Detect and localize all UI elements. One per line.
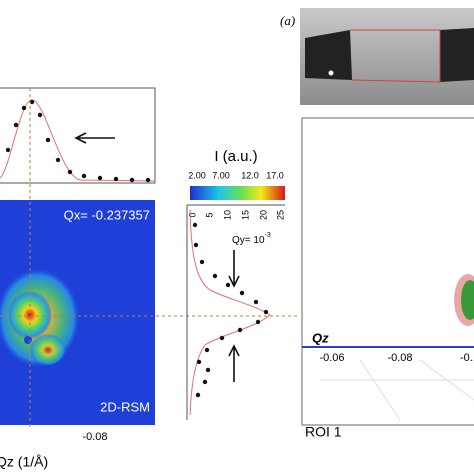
tick: 20 bbox=[258, 210, 268, 220]
x-label: Qz (1/Å) bbox=[0, 454, 48, 470]
colorbar-gradient bbox=[190, 186, 285, 200]
annotation: Qx= -0.237357 bbox=[64, 207, 150, 222]
tick: 25 bbox=[275, 210, 285, 220]
side-profile: 0 5 10 15 20 25 Qy= 10-3 bbox=[186, 204, 285, 420]
rsm-map: Qx= -0.237357 2D-RSM -0.08 Qz (1/Å) bbox=[0, 200, 155, 470]
cb-tick: 7.00 bbox=[212, 170, 230, 180]
map-label: 2D-RSM bbox=[100, 399, 150, 414]
tick: 10 bbox=[222, 210, 232, 220]
tick: -0.1 bbox=[460, 352, 474, 364]
arrow bbox=[74, 132, 115, 144]
tick: 0 bbox=[187, 212, 197, 217]
cb-tick: 12.0 bbox=[241, 170, 259, 180]
frame bbox=[0, 87, 156, 184]
tick: 15 bbox=[240, 210, 250, 220]
sample-image: (a) bbox=[280, 8, 474, 105]
tick: -0.06 bbox=[319, 352, 344, 364]
colorbar-title: I (a.u.) bbox=[214, 148, 257, 165]
panel-label: (a) bbox=[280, 13, 295, 28]
annotation-exp: -3 bbox=[265, 232, 271, 239]
annotation-text: Qy= 10 bbox=[232, 235, 265, 246]
cb-tick: 17.0 bbox=[266, 170, 284, 180]
axis-label: Qz bbox=[312, 330, 329, 345]
points bbox=[5, 99, 151, 183]
tick: -0.08 bbox=[387, 352, 412, 364]
fit-curve bbox=[0, 99, 156, 182]
tick: 5 bbox=[204, 212, 214, 217]
roi-label: ROI 1 bbox=[305, 424, 342, 440]
roi-panel: Qz -0.06 -0.08 -0.1 ROI 1 bbox=[301, 117, 474, 440]
top-profile bbox=[0, 87, 156, 184]
annotation: Qy= 10-3 bbox=[232, 232, 271, 246]
colorbar: I (a.u.) 2.00 7.00 12.0 17.0 bbox=[188, 148, 285, 200]
x-tick: -0.08 bbox=[82, 431, 107, 443]
cb-tick: 2.00 bbox=[188, 170, 206, 180]
